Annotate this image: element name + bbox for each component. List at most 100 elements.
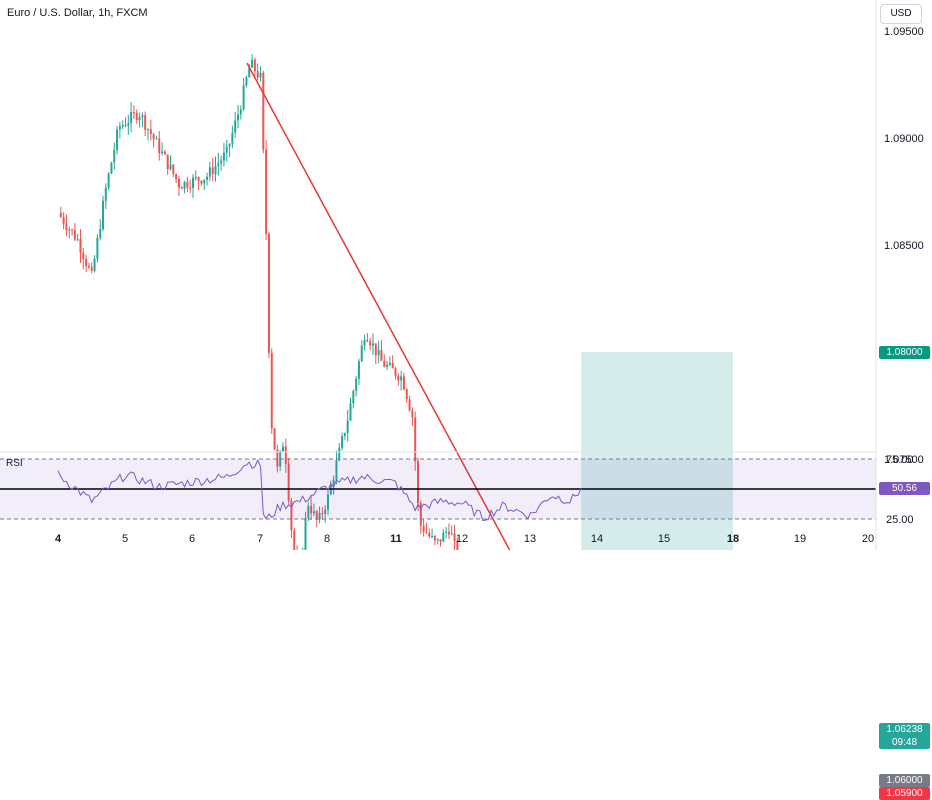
y-tick-label: 1.07500 — [884, 454, 924, 466]
candle-body — [167, 155, 169, 170]
candle-body — [243, 85, 245, 109]
candle-body — [338, 448, 340, 461]
candle-body — [347, 420, 349, 433]
rsi-value-tag: 50.56 — [879, 482, 930, 495]
candle-body — [108, 173, 110, 187]
candle-body — [240, 109, 242, 114]
candle-body — [392, 363, 394, 369]
candle-body — [409, 399, 411, 410]
candle-body — [133, 112, 135, 113]
candle-body — [189, 188, 191, 189]
candle-body — [386, 365, 388, 367]
candle-body — [372, 343, 374, 345]
candle-body — [77, 239, 79, 240]
candle-body — [110, 163, 112, 174]
rsi-label: RSI — [6, 458, 23, 469]
candle-body — [262, 73, 264, 150]
candle-body — [428, 533, 430, 536]
candle-body — [82, 253, 84, 260]
candle-body — [206, 177, 208, 180]
candle-body — [414, 417, 416, 461]
candle-body — [411, 410, 413, 417]
candle-body — [389, 363, 391, 365]
candle-body — [60, 213, 62, 217]
candle-body — [375, 343, 377, 355]
candle-body — [445, 532, 447, 533]
x-tick-label: 7 — [257, 533, 263, 545]
candle-body — [425, 532, 427, 533]
candle-body — [175, 174, 177, 179]
candle-body — [71, 230, 73, 231]
candle-body — [68, 230, 70, 231]
candle-body — [383, 361, 385, 367]
chart-title: Euro / U.S. Dollar, 1h, FXCM — [7, 7, 148, 19]
candle-body — [125, 125, 127, 126]
candle-body — [147, 129, 149, 130]
candle-body — [74, 230, 76, 239]
candle-body — [192, 178, 194, 188]
candle-body — [437, 539, 439, 540]
candle-body — [364, 340, 366, 346]
x-tick-label: 14 — [591, 533, 603, 545]
candle-body — [397, 376, 399, 381]
candle-body — [144, 115, 146, 129]
candle-body — [369, 341, 371, 345]
candle-body — [88, 266, 90, 267]
candle-body — [448, 532, 450, 535]
candle-body — [212, 167, 214, 174]
x-tick-label: 8 — [324, 533, 330, 545]
candle-body — [440, 539, 442, 542]
candle-body — [105, 188, 107, 201]
candle-body — [350, 403, 352, 420]
candle-body — [119, 127, 121, 130]
x-tick-label: 13 — [524, 533, 536, 545]
candle-body — [268, 234, 270, 353]
currency-button[interactable]: USD — [880, 4, 922, 24]
candle-body — [122, 125, 124, 127]
candle-body — [99, 229, 101, 238]
x-tick-label: 6 — [189, 533, 195, 545]
candle-body — [200, 181, 202, 184]
candle-body — [344, 433, 346, 436]
candle-body — [130, 112, 132, 123]
candle-body — [215, 166, 217, 174]
candle-body — [237, 114, 239, 120]
candle-body — [153, 134, 155, 139]
candle-body — [170, 165, 172, 170]
candle-body — [406, 389, 408, 399]
candle-body — [127, 123, 129, 126]
x-tick-label: 19 — [794, 533, 806, 545]
candle-body — [442, 532, 444, 541]
candle-body — [395, 368, 397, 376]
candle-body — [305, 518, 307, 550]
current-price-value: 1.06238 — [879, 723, 930, 736]
candle-body — [184, 182, 186, 189]
target-price-tag: 1.08000 — [879, 346, 930, 359]
candle-body — [293, 531, 295, 550]
candle-body — [80, 239, 82, 252]
candle-body — [451, 533, 453, 534]
candle-body — [116, 129, 118, 149]
candle-body — [150, 129, 152, 134]
candle-body — [378, 350, 380, 355]
candle-body — [141, 115, 143, 117]
profit-zone — [581, 352, 733, 550]
candle-body — [226, 147, 228, 153]
x-tick-label: 15 — [658, 533, 670, 545]
candle-body — [282, 447, 284, 452]
candle-body — [94, 259, 96, 271]
y-tick-label: 1.08500 — [884, 240, 924, 252]
current-price-tag: 1.06238 09:48 — [879, 723, 930, 749]
candle-body — [234, 120, 236, 132]
candle-body — [254, 60, 256, 71]
candle-body — [434, 536, 436, 540]
candle-body — [209, 167, 211, 176]
x-tick-label: 5 — [122, 533, 128, 545]
candle-body — [96, 238, 98, 259]
candle-body — [251, 60, 253, 68]
candle-body — [164, 152, 166, 155]
candle-body — [136, 113, 138, 120]
x-tick-label: 4 — [55, 533, 62, 545]
candle-body — [265, 150, 267, 234]
